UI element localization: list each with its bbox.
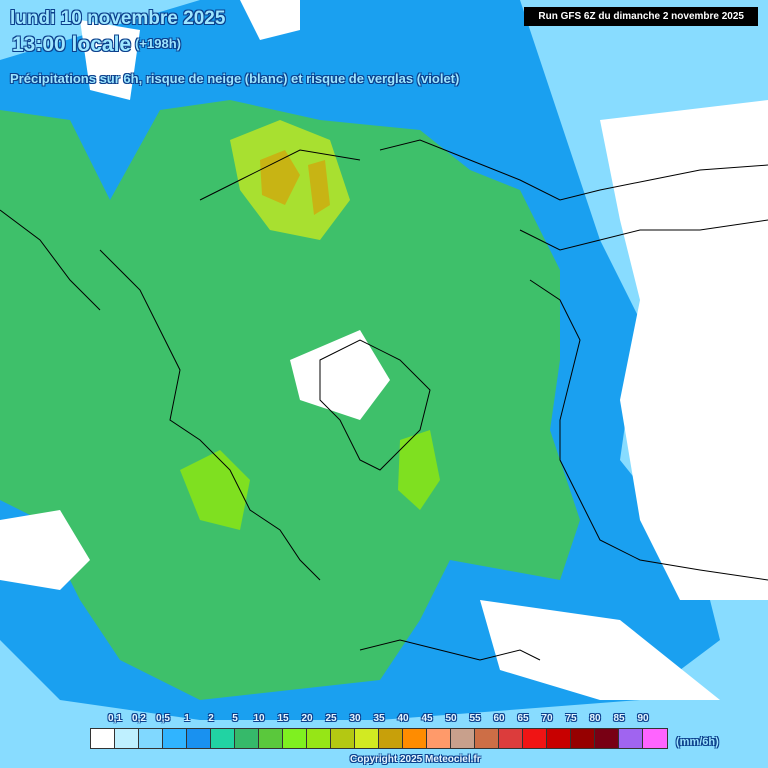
legend-swatch: [91, 729, 115, 748]
legend-tick-label: 1: [184, 713, 190, 724]
legend-tick-label: 20: [301, 713, 313, 724]
legend-color-scale: [90, 728, 668, 749]
legend-tick-label: 75: [565, 713, 577, 724]
legend-tick-label: 45: [421, 713, 433, 724]
legend-tick-label: 55: [469, 713, 481, 724]
legend-swatch: [427, 729, 451, 748]
forecast-time: 13:00 locale (+198h): [12, 33, 181, 57]
legend-tick-labels: 0,1 0,2 0,5 1 2 5 10 15 20 25 30 35 40 45 50 55 60 65 70 75…: [90, 713, 670, 728]
coastlines: [0, 139, 768, 661]
dry-area-northwest: [80, 20, 140, 100]
precip-moderate-west: [180, 450, 250, 530]
legend-tick-label: 85: [613, 713, 625, 724]
legend-tick-label: 70: [541, 713, 553, 724]
legend-tick-label: 90: [637, 713, 649, 724]
legend-swatch: [403, 729, 427, 748]
legend-tick-label: 30: [349, 713, 361, 724]
legend-swatch: [499, 729, 523, 748]
legend-swatch: [379, 729, 403, 748]
legend-swatch: [235, 729, 259, 748]
legend-tick-label: 5: [232, 713, 238, 724]
legend-swatch: [211, 729, 235, 748]
forecast-lead-time: (+198h): [135, 36, 181, 51]
legend-swatch: [619, 729, 643, 748]
map-subtitle: Précipitations sur 6h, risque de neige (…: [10, 71, 460, 86]
precipitation-legend: 0,1 0,2 0,5 1 2 5 10 15 20 25 30 35 40 45 50 55 60 65 70 75…: [90, 713, 670, 749]
legend-swatch: [571, 729, 595, 748]
legend-tick-label: 10: [253, 713, 265, 724]
legend-swatch: [523, 729, 547, 748]
precip-moderate-east: [398, 430, 440, 510]
legend-tick-label: 60: [493, 713, 505, 724]
legend-tick-label: 50: [445, 713, 457, 724]
legend-tick-label: 25: [325, 713, 337, 724]
dry-area-southeast: [480, 600, 720, 700]
precip-green-main: [0, 100, 580, 700]
dry-area-north: [240, 0, 300, 40]
dry-area-aegean: [290, 330, 390, 420]
legend-swatch: [283, 729, 307, 748]
legend-swatch: [139, 729, 163, 748]
legend-swatch: [163, 729, 187, 748]
legend-swatch: [307, 729, 331, 748]
legend-swatch: [643, 729, 667, 748]
legend-tick-label: 65: [517, 713, 529, 724]
legend-swatch: [451, 729, 475, 748]
legend-swatch: [331, 729, 355, 748]
legend-swatch: [187, 729, 211, 748]
dry-area-west: [0, 510, 90, 590]
forecast-date: lundi 10 novembre 2025: [10, 8, 226, 29]
precip-heavy-north: [260, 150, 300, 205]
legend-tick-label: 80: [589, 713, 601, 724]
legend-swatch: [115, 729, 139, 748]
legend-tick-label: 0,1: [108, 713, 122, 724]
legend-swatch: [259, 729, 283, 748]
legend-swatch: [595, 729, 619, 748]
dry-area-east: [600, 100, 768, 600]
copyright-text: Copyright 2025 Meteociel.fr: [350, 754, 481, 765]
forecast-time-value: 13:00 locale: [12, 33, 132, 56]
legend-tick-label: 0,5: [156, 713, 170, 724]
legend-swatch: [355, 729, 379, 748]
legend-tick-label: 2: [208, 713, 214, 724]
legend-tick-label: 0,2: [132, 713, 146, 724]
legend-swatch: [547, 729, 571, 748]
run-info-badge: Run GFS 6Z du dimanche 2 novembre 2025: [524, 7, 758, 26]
precip-heavy-north-2: [308, 160, 330, 215]
legend-swatch: [475, 729, 499, 748]
legend-tick-label: 15: [277, 713, 289, 724]
legend-unit: (mm/6h): [676, 736, 719, 748]
legend-tick-label: 35: [373, 713, 385, 724]
legend-tick-label: 40: [397, 713, 409, 724]
